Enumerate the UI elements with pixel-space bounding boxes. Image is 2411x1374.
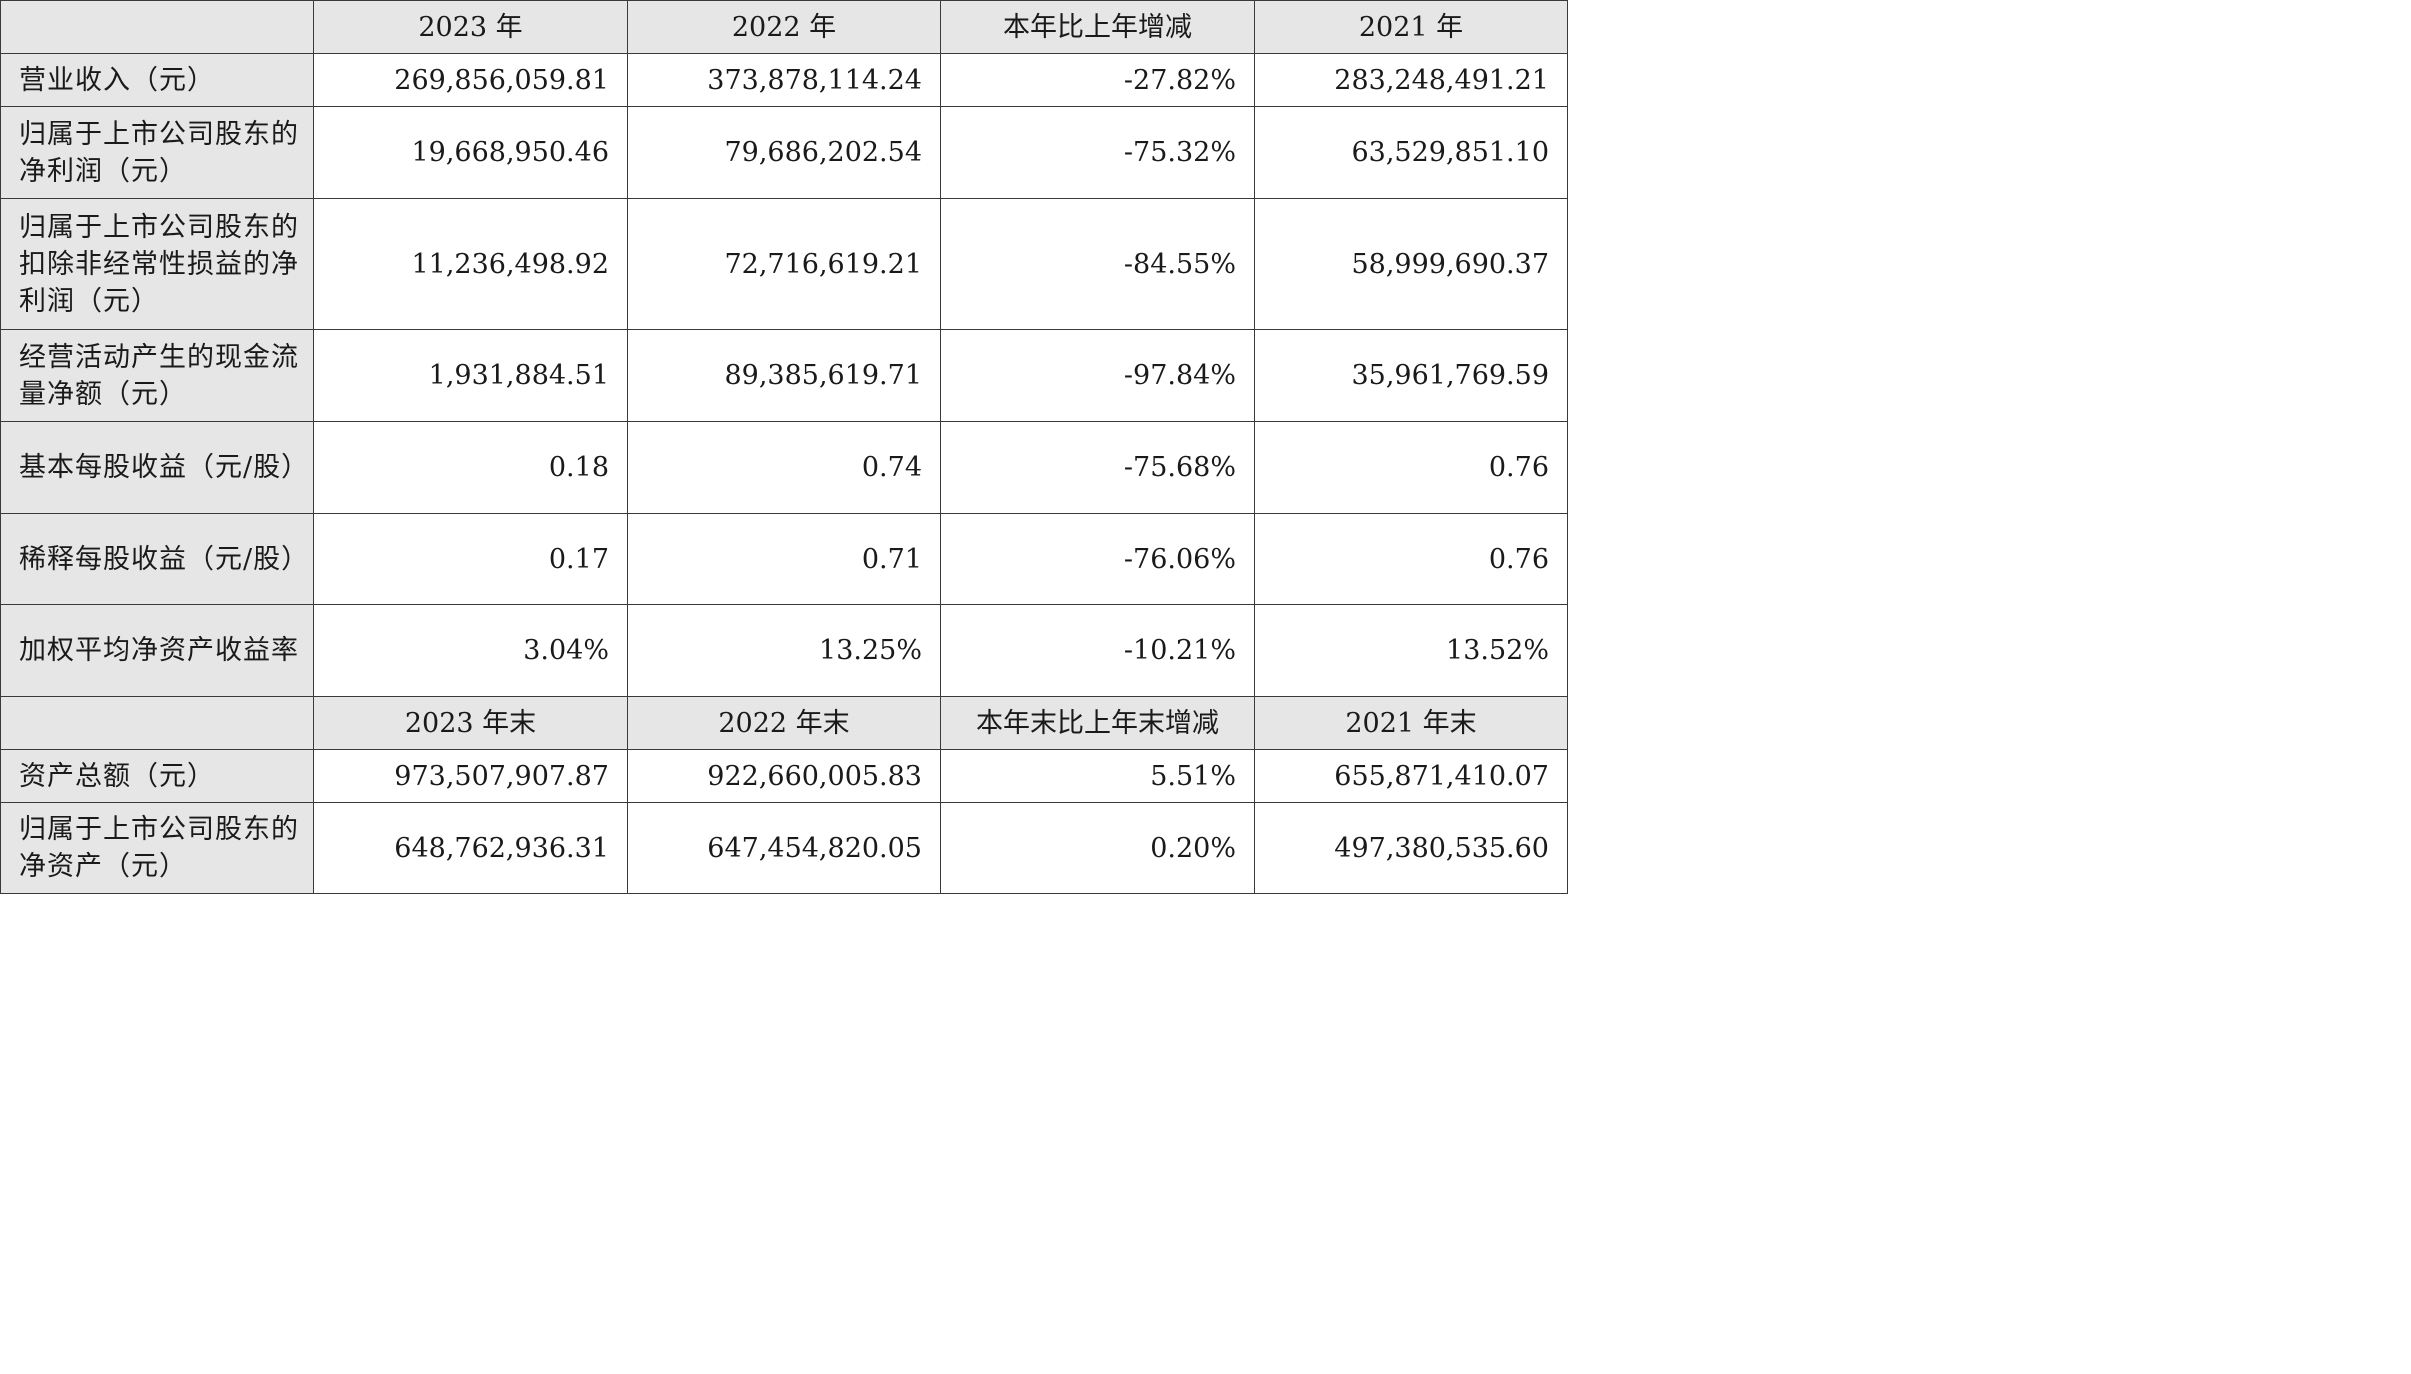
cell-2023-end: 648,762,936.31: [313, 802, 628, 894]
table-row: 营业收入（元） 269,856,059.81 373,878,114.24 -2…: [0, 53, 1568, 107]
cell-2022: 79,686,202.54: [627, 106, 941, 199]
header-corner-cell: [0, 0, 314, 54]
table-row: 基本每股收益（元/股） 0.18 0.74 -75.68% 0.76: [0, 421, 1568, 514]
cell-change: -97.84%: [940, 329, 1255, 422]
cell-2021: 283,248,491.21: [1254, 53, 1568, 107]
cell-2021: 0.76: [1254, 513, 1568, 605]
cell-2022-end: 647,454,820.05: [627, 802, 941, 894]
col-header-change-end: 本年末比上年末增减: [940, 696, 1255, 750]
col-header-2022: 2022 年: [627, 0, 941, 54]
cell-2023: 0.18: [313, 421, 628, 514]
cell-2021: 63,529,851.10: [1254, 106, 1568, 199]
cell-2021: 58,999,690.37: [1254, 198, 1568, 330]
cell-2023: 11,236,498.92: [313, 198, 628, 330]
cell-change: -10.21%: [940, 604, 1255, 697]
cell-2022-end: 922,660,005.83: [627, 749, 941, 803]
cell-2023: 269,856,059.81: [313, 53, 628, 107]
cell-2022: 0.71: [627, 513, 941, 605]
header-corner-cell: [0, 696, 314, 750]
col-header-change: 本年比上年增减: [940, 0, 1255, 54]
table-row: 归属于上市公司股东的净资产（元） 648,762,936.31 647,454,…: [0, 802, 1568, 894]
cell-2022: 373,878,114.24: [627, 53, 941, 107]
cell-2022: 72,716,619.21: [627, 198, 941, 330]
row-label: 归属于上市公司股东的扣除非经常性损益的净利润（元）: [0, 198, 314, 330]
cell-2023: 3.04%: [313, 604, 628, 697]
row-label: 营业收入（元）: [0, 53, 314, 107]
table-row: 归属于上市公司股东的扣除非经常性损益的净利润（元） 11,236,498.92 …: [0, 198, 1568, 330]
row-label: 归属于上市公司股东的净利润（元）: [0, 106, 314, 199]
financial-summary-table: 2023 年 2022 年 本年比上年增减 2021 年 营业收入（元） 269…: [0, 0, 1568, 894]
table-row: 经营活动产生的现金流量净额（元） 1,931,884.51 89,385,619…: [0, 329, 1568, 422]
cell-change-end: 5.51%: [940, 749, 1255, 803]
cell-2023: 19,668,950.46: [313, 106, 628, 199]
cell-change-end: 0.20%: [940, 802, 1255, 894]
col-header-2023: 2023 年: [313, 0, 628, 54]
cell-2023: 1,931,884.51: [313, 329, 628, 422]
cell-change: -75.68%: [940, 421, 1255, 514]
col-header-2021: 2021 年: [1254, 0, 1568, 54]
cell-change: -76.06%: [940, 513, 1255, 605]
header-row-annual: 2023 年 2022 年 本年比上年增减 2021 年: [0, 0, 1568, 54]
table-row: 加权平均净资产收益率 3.04% 13.25% -10.21% 13.52%: [0, 604, 1568, 697]
cell-2021: 13.52%: [1254, 604, 1568, 697]
cell-2021-end: 497,380,535.60: [1254, 802, 1568, 894]
col-header-2021-end: 2021 年末: [1254, 696, 1568, 750]
cell-2021: 0.76: [1254, 421, 1568, 514]
row-label: 经营活动产生的现金流量净额（元）: [0, 329, 314, 422]
cell-2022: 13.25%: [627, 604, 941, 697]
header-row-yearend: 2023 年末 2022 年末 本年末比上年末增减 2021 年末: [0, 696, 1568, 750]
cell-change: -27.82%: [940, 53, 1255, 107]
cell-change: -84.55%: [940, 198, 1255, 330]
row-label: 基本每股收益（元/股）: [0, 421, 314, 514]
cell-change: -75.32%: [940, 106, 1255, 199]
col-header-2022-end: 2022 年末: [627, 696, 941, 750]
cell-2021: 35,961,769.59: [1254, 329, 1568, 422]
table-row: 归属于上市公司股东的净利润（元） 19,668,950.46 79,686,20…: [0, 106, 1568, 199]
cell-2023: 0.17: [313, 513, 628, 605]
row-label: 资产总额（元）: [0, 749, 314, 803]
row-label: 稀释每股收益（元/股）: [0, 513, 314, 605]
cell-2022: 89,385,619.71: [627, 329, 941, 422]
cell-2021-end: 655,871,410.07: [1254, 749, 1568, 803]
col-header-2023-end: 2023 年末: [313, 696, 628, 750]
cell-2023-end: 973,507,907.87: [313, 749, 628, 803]
row-label: 归属于上市公司股东的净资产（元）: [0, 802, 314, 894]
table-row: 稀释每股收益（元/股） 0.17 0.71 -76.06% 0.76: [0, 513, 1568, 605]
cell-2022: 0.74: [627, 421, 941, 514]
row-label: 加权平均净资产收益率: [0, 604, 314, 697]
table-row: 资产总额（元） 973,507,907.87 922,660,005.83 5.…: [0, 749, 1568, 803]
